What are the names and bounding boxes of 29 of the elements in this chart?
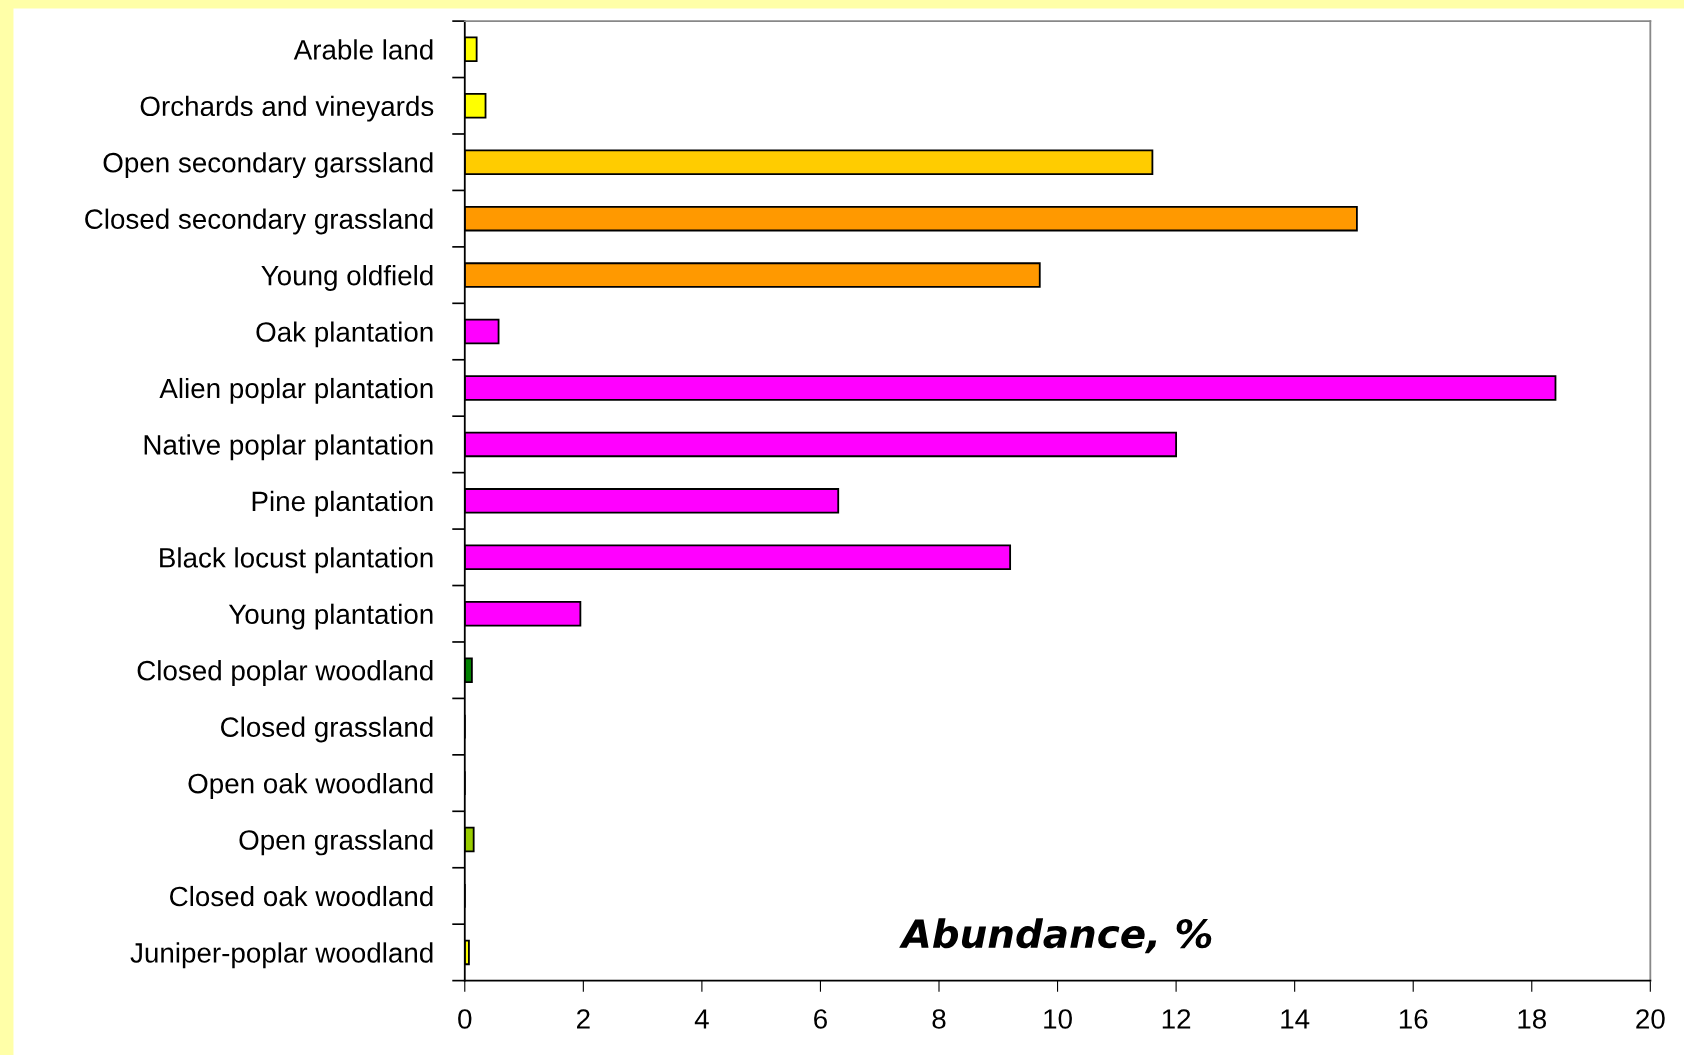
y-tick-label: Closed poplar woodland — [137, 660, 433, 687]
y-tick-label: Closed secondary grassland — [85, 208, 433, 235]
x-tick-label: 4 — [694, 1009, 709, 1029]
y-tick-label: Pine plantation — [252, 490, 433, 517]
y-tick-label: Oak plantation — [256, 321, 433, 348]
y-tick-label: Native poplar plantation — [144, 434, 433, 461]
y-tick-label: Alien poplar plantation — [159, 377, 433, 404]
x-tick-label: 18 — [1518, 1009, 1547, 1029]
x-tick-label: 10 — [1044, 1009, 1072, 1029]
y-tick-label: Young oldfield — [261, 265, 433, 291]
x-tick-label: 2 — [577, 1009, 590, 1029]
y-tick-label: Closed oak woodland — [170, 885, 433, 907]
y-tick-label: Orchards and vineyards — [140, 95, 434, 122]
x-tick-label: 8 — [932, 1009, 946, 1029]
y-tick-label: Open grassland — [239, 829, 433, 856]
y-tick-label: Black locust plantation — [160, 547, 433, 574]
y-tick-label: Juniper-poplar woodland — [130, 942, 433, 969]
x-tick-label: 20 — [1636, 1009, 1665, 1029]
x-tick-label: 0 — [458, 1009, 472, 1029]
x-tick-label: 16 — [1399, 1009, 1428, 1029]
x-tick-label: 6 — [814, 1009, 827, 1029]
y-tick-label: Open secondary garssland — [103, 152, 433, 179]
x-tick-label: 12 — [1162, 1009, 1191, 1029]
y-tick-label: Young plantation — [228, 603, 433, 630]
y-tick-label: Open oak woodland — [188, 773, 433, 799]
x-axis-title: Abundance, % — [899, 918, 1212, 954]
y-tick-label: Arable land — [293, 39, 433, 60]
x-tick-label: 14 — [1281, 1009, 1310, 1029]
y-tick-label: Closed grassland — [221, 716, 433, 743]
